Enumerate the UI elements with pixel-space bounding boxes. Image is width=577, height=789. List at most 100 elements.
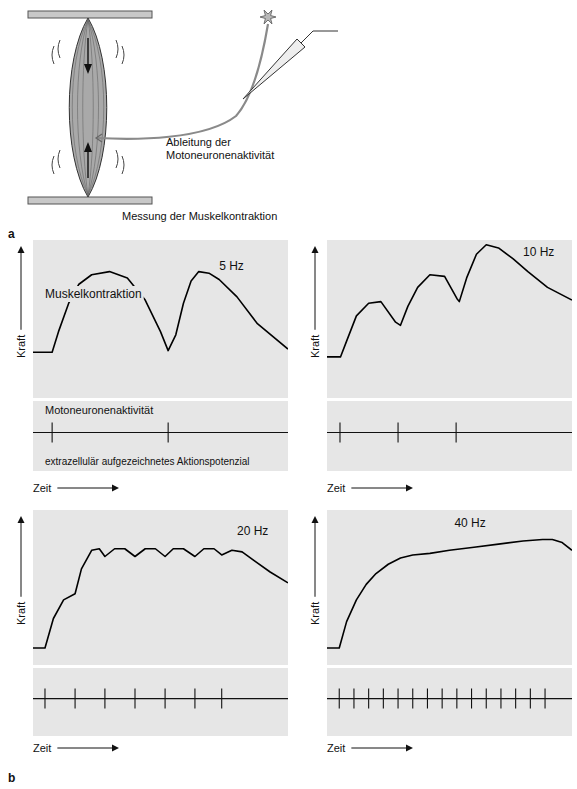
action-potential xyxy=(168,423,169,443)
action-potential xyxy=(353,689,354,709)
muscle-fiber xyxy=(72,20,88,195)
force-curve xyxy=(33,272,288,353)
action-potential xyxy=(544,689,545,709)
action-potential xyxy=(339,423,340,443)
action-potential xyxy=(515,689,516,709)
action-potential xyxy=(339,689,340,709)
force-panel xyxy=(327,240,572,398)
label-patch xyxy=(43,455,252,468)
arrow-head xyxy=(84,64,92,74)
action-potential xyxy=(500,689,501,709)
nerve-fiber xyxy=(97,24,268,139)
axis-title-x: Zeit xyxy=(327,482,345,494)
axis-arrow xyxy=(57,488,113,489)
action-potential xyxy=(165,689,166,709)
chart-title: 5 Hz xyxy=(219,259,244,273)
vibration-mark xyxy=(116,40,118,58)
action-potential xyxy=(486,689,487,709)
plot-area xyxy=(33,549,288,648)
label-patch xyxy=(235,523,270,539)
arrow-head xyxy=(406,485,413,492)
arrow-head xyxy=(312,246,319,253)
chart: 10 HzKraftZeit xyxy=(309,240,572,494)
action-potential xyxy=(530,689,531,709)
contraction-arrow xyxy=(87,150,88,178)
label-patch xyxy=(43,286,144,302)
force-curve xyxy=(327,539,572,648)
chart-title: 40 Hz xyxy=(454,516,485,530)
arrow-head xyxy=(406,745,413,752)
plot-area xyxy=(327,539,572,648)
spike-panel xyxy=(33,401,288,471)
vibration-mark xyxy=(122,156,124,174)
arrow-head xyxy=(312,516,319,523)
figure: Ableitung derMotoneuronenaktivitätMessun… xyxy=(0,0,577,789)
action-potential xyxy=(456,423,457,443)
baseline xyxy=(327,432,572,433)
baseline xyxy=(33,432,288,433)
vibration-mark xyxy=(52,46,54,64)
force-panel xyxy=(33,510,288,665)
action-potential xyxy=(368,689,369,709)
plot-area xyxy=(33,272,288,353)
neuron xyxy=(260,10,276,24)
action-potential xyxy=(456,689,457,709)
action-potential xyxy=(52,423,53,443)
panel-letter: b xyxy=(8,771,15,785)
bottom-plate xyxy=(28,197,152,204)
action-potential xyxy=(194,689,195,709)
axis-title-x: Zeit xyxy=(327,742,345,754)
recording-label: Ableitung der xyxy=(166,136,231,148)
action-potential xyxy=(44,689,45,709)
force-curve xyxy=(33,549,288,648)
top-plate xyxy=(28,11,152,18)
action-potential xyxy=(397,423,398,443)
axis-arrow xyxy=(21,252,22,330)
chart: 20 HzKraftZeit xyxy=(15,510,288,754)
muscle-fiber xyxy=(88,20,104,195)
arrow-head xyxy=(112,485,119,492)
axis-title-x: Zeit xyxy=(33,482,51,494)
action-potential xyxy=(442,689,443,709)
panel-letter: a xyxy=(8,227,15,241)
axis-arrow xyxy=(351,748,407,749)
vibration-mark xyxy=(116,150,118,168)
axis-arrow xyxy=(351,488,407,489)
vibration-mark xyxy=(52,156,54,174)
action-potential xyxy=(75,689,76,709)
annotation: extrazellulär aufgezeichnetes Aktionspot… xyxy=(45,456,250,467)
vibration-mark xyxy=(122,46,124,64)
muscle-fiber xyxy=(88,20,93,195)
panel-a: Ableitung derMotoneuronenaktivitätMessun… xyxy=(8,10,338,241)
action-potential xyxy=(427,689,428,709)
arrow-head xyxy=(18,516,25,523)
axis-arrow xyxy=(315,252,316,330)
force-panel xyxy=(33,240,288,398)
label-patch xyxy=(43,403,155,417)
axis-title-x: Zeit xyxy=(33,742,51,754)
chart: 40 HzKraftZeit xyxy=(309,510,572,754)
vibration-mark xyxy=(58,40,60,58)
action-potential xyxy=(471,689,472,709)
baseline xyxy=(327,698,572,699)
axis-arrow xyxy=(21,522,22,597)
label-patch xyxy=(217,258,246,274)
arrow-head xyxy=(112,745,119,752)
force-panel xyxy=(327,510,572,665)
pipette xyxy=(243,39,305,99)
muscle-fiber xyxy=(78,20,89,195)
action-potential xyxy=(383,689,384,709)
plot-area xyxy=(327,245,572,357)
pipette-wire xyxy=(301,31,338,43)
spike-panel xyxy=(327,401,572,471)
spike-panel xyxy=(33,668,288,736)
action-potential xyxy=(397,689,398,709)
muscle-fiber xyxy=(83,20,88,195)
vibration-mark xyxy=(58,150,60,168)
contraction-arrow xyxy=(87,38,88,66)
axis-title-y: Kraft xyxy=(15,602,27,625)
annotation: Muskelkontraktion xyxy=(45,287,142,301)
axis-title-y: Kraft xyxy=(309,335,321,358)
measurement-label: Messung der Muskelkontraktion xyxy=(122,210,277,222)
axis-title-y: Kraft xyxy=(15,335,27,358)
